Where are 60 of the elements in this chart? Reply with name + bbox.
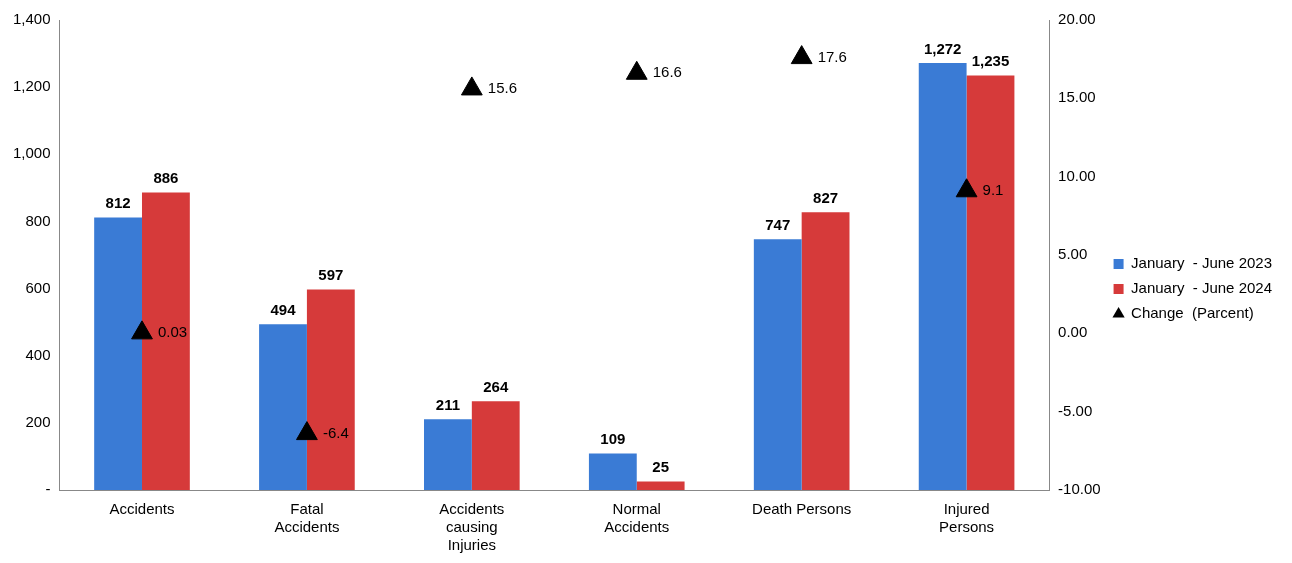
y-tick-label: 1,000 (12, 144, 51, 162)
data-label: 0.03 (158, 323, 188, 340)
y-tick-label: 1,200 (12, 77, 51, 95)
bar (801, 212, 850, 490)
point (296, 421, 318, 441)
point (460, 76, 483, 96)
y2-tick-label: 5.00 (1058, 245, 1088, 263)
bar (259, 324, 307, 490)
bar (471, 401, 520, 490)
data-label: 211 (435, 395, 461, 413)
y2-tick-label: -5.00 (1058, 401, 1093, 419)
legend-label: January - June 2024 (1131, 279, 1273, 297)
x-tick-label: Accidents (109, 500, 175, 518)
point (790, 45, 813, 65)
bar (966, 75, 1015, 490)
bar (142, 192, 190, 490)
x-tick-label: Death Persons (752, 500, 852, 518)
y2-tick-label: 15.00 (1058, 88, 1096, 106)
x-tick-label: Accidents causing Injuries (439, 500, 505, 554)
data-label: 16.6 (652, 63, 682, 81)
x-tick-label: Normal Accidents (604, 500, 670, 536)
data-label: 812 (105, 194, 131, 212)
y2-tick-label: 10.00 (1058, 166, 1096, 184)
bar (94, 217, 142, 490)
data-label: 827 (813, 189, 839, 206)
bar (636, 481, 685, 490)
y-tick-label: 400 (25, 345, 51, 363)
y-tick-label: 1,400 (12, 10, 51, 28)
y2-tick-label: 20.00 (1058, 10, 1096, 28)
y-tick-label: 800 (25, 211, 51, 229)
data-label: -6.4 (322, 423, 349, 441)
data-label: 886 (153, 169, 179, 187)
point (955, 178, 978, 198)
point (131, 320, 153, 340)
legend-label: January - June 2023 (1131, 254, 1273, 272)
x-tick-label: Injured Persons (939, 500, 995, 536)
x-tick-label: Fatal Accidents (274, 500, 340, 536)
data-label: 1,272 (923, 39, 962, 57)
y-tick-label: 600 (25, 278, 51, 296)
data-label: 747 (765, 215, 791, 233)
bar (753, 239, 802, 490)
data-label: 1,235 (971, 52, 1010, 70)
data-label: 15.6 (487, 79, 518, 97)
y2-tick-label: -10.00 (1058, 480, 1101, 498)
bar (918, 62, 967, 490)
y-tick-label: 200 (25, 413, 51, 430)
legend-label: Change (Parcent) (1131, 304, 1254, 322)
data-label: 494 (270, 300, 297, 318)
y2-tick-label: 0.00 (1058, 323, 1088, 341)
point (625, 60, 648, 80)
data-label: 597 (318, 266, 344, 284)
data-label: 9.1 (982, 180, 1004, 198)
data-label: 17.6 (817, 47, 847, 65)
bar (424, 419, 472, 490)
bar (588, 453, 637, 490)
data-label: 109 (600, 430, 626, 448)
data-label: 25 (652, 458, 670, 476)
y-tick-label: - (45, 480, 51, 498)
bar (306, 289, 355, 490)
data-label: 264 (483, 378, 509, 396)
